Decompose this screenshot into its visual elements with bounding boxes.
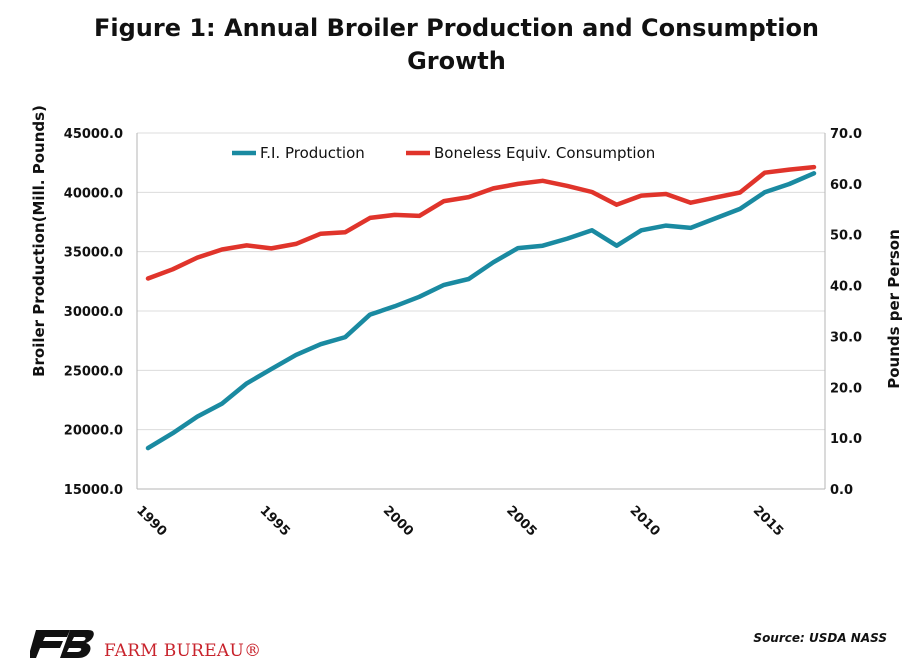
x-tick-label: 1990 [133,503,169,539]
left-y-axis-title: Broiler Production(Mill. Pounds) [30,105,48,377]
farm-bureau-logo-icon [30,630,94,658]
x-tick-label: 2010 [627,503,663,539]
series-lines [145,164,817,451]
x-tick-label: 2000 [380,503,416,539]
left-y-tick-label: 25000.0 [64,364,123,379]
right-y-tick-label: 20.0 [830,381,862,396]
left-y-tick-label: 45000.0 [64,127,123,142]
left-y-tick-labels: 15000.0 20000.0 25000.0 30000.0 35000.0 40000… [64,127,123,498]
x-tick-label: 1995 [257,503,293,539]
legend-label-production: F.I. Production [260,144,365,162]
left-y-tick-label: 20000.0 [64,424,123,439]
right-y-tick-labels: 0.0 10.0 20.0 30.0 40.0 50.0 60.0 70.0 [830,127,862,498]
chart-title: Figure 1: Annual Broiler Production and … [0,12,913,78]
series-line-consumption [145,164,817,281]
source-note: Source: USDA NASS [753,631,887,645]
gridlines [137,132,825,431]
series-line-production [145,171,817,451]
chart-title-line-1: Figure 1: Annual Broiler Production and … [93,14,820,42]
left-y-tick-label: 40000.0 [64,186,123,201]
x-tick-label: 2005 [503,503,539,539]
x-tick-label: 2015 [750,503,786,539]
right-y-tick-label: 70.0 [830,127,862,142]
right-y-axis-title: Pounds per Person [885,229,903,389]
x-tick-labels: 1990 1995 2000 2005 2010 2015 [133,503,786,539]
legend: F.I. Production Boneless Equiv. Consumpt… [232,144,655,162]
left-y-tick-label: 35000.0 [64,246,123,261]
left-y-tick-label: 30000.0 [64,305,123,320]
right-y-tick-label: 0.0 [830,483,853,498]
right-y-tick-label: 10.0 [830,432,862,447]
right-y-tick-label: 40.0 [830,280,862,295]
right-y-tick-label: 50.0 [830,229,862,244]
right-y-tick-label: 30.0 [830,330,862,345]
legend-label-consumption: Boneless Equiv. Consumption [434,144,655,162]
brand-name: FARM BUREAU® [104,641,262,661]
left-y-tick-label: 15000.0 [64,483,123,498]
axes [136,133,826,490]
chart-title-line-2: Growth [407,47,506,75]
right-y-tick-label: 60.0 [830,178,862,193]
